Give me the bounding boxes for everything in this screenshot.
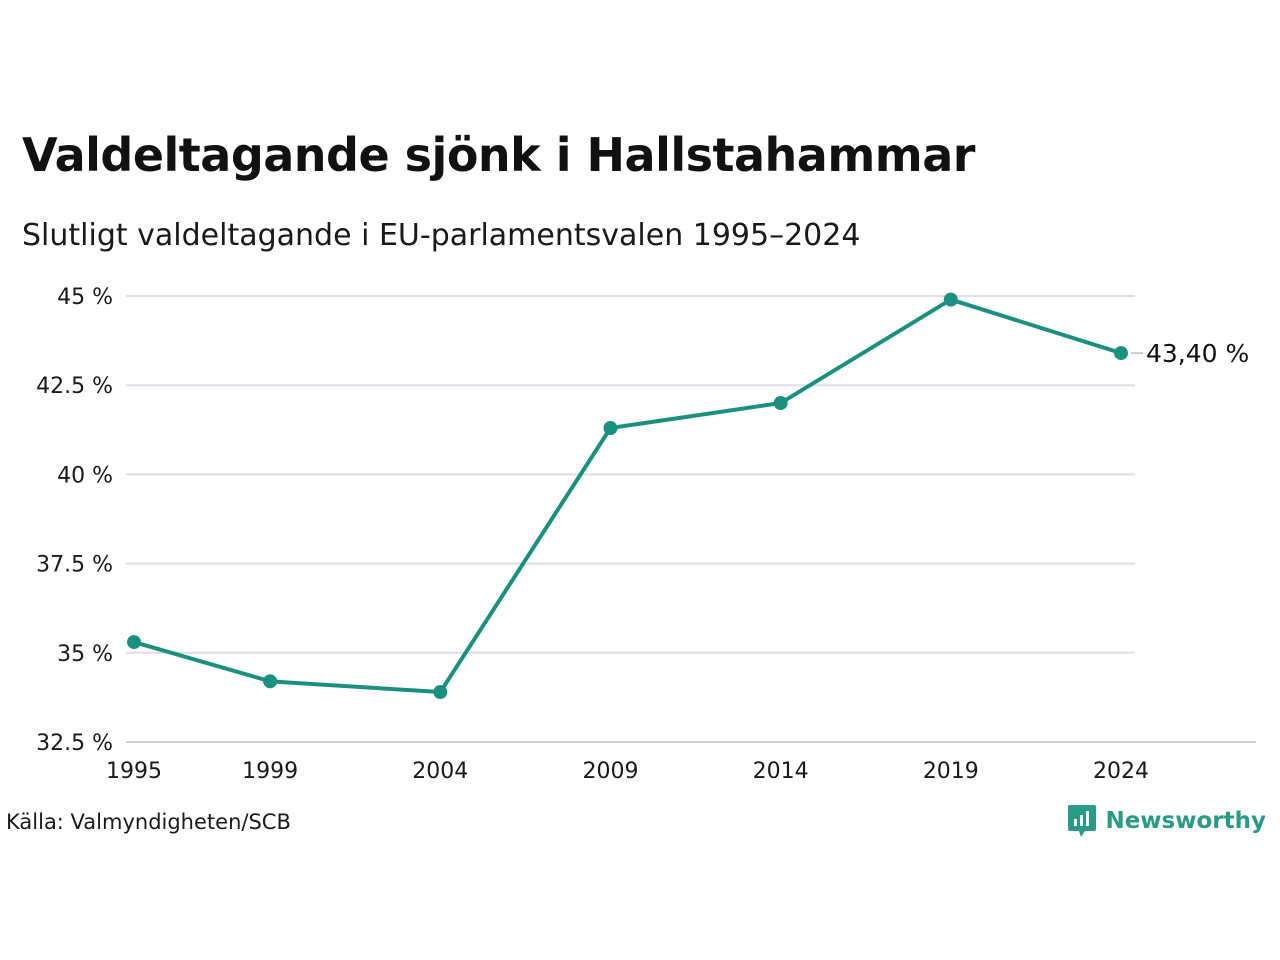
y-tick-label: 45 % [57,285,113,310]
newsworthy-logo-icon [1068,805,1097,837]
line-chart: 32.5 % 35 % 37.5 % 40 % 42.5 % 45 % 1995 1999 2… [36,285,1256,784]
x-axis-ticks: 1995 1999 2004 2009 2014 2019 2024 [106,759,1149,784]
y-tick-label: 40 % [57,463,113,488]
data-point [943,292,958,307]
data-point [1114,346,1128,361]
chart-subtitle: Slutligt valdeltagande i EU-parlamentsva… [22,218,861,253]
data-point [263,674,278,689]
chart-title: Valdeltagande sjönk i Hallstahammar [22,128,975,182]
data-point [127,635,141,650]
data-point [603,421,618,436]
y-axis-ticks: 32.5 % 35 % 37.5 % 40 % 42.5 % 45 % [36,285,113,756]
data-point [773,396,788,411]
x-tick-label: 2024 [1093,759,1149,784]
series-line [132,297,1123,695]
data-point [433,685,448,700]
x-tick-label: 1995 [106,759,162,784]
y-tick-label: 35 % [57,642,113,667]
source-note: Källa: Valmyndigheten/SCB [6,810,291,834]
brand-logo: Newsworthy [1067,803,1266,839]
end-value-label: 43,40 % [1146,339,1249,368]
end-labels: 43,40 % [1131,339,1249,368]
x-tick-label: 2004 [412,759,468,784]
x-tick-label: 2009 [582,759,638,784]
grid-lines [126,295,1256,743]
y-tick-label: 42.5 % [36,374,113,399]
y-tick-label: 32.5 % [36,731,113,756]
x-tick-label: 2014 [753,759,809,784]
series-group [127,292,1128,700]
brand-name: Newsworthy [1105,808,1266,834]
y-tick-label: 37.5 % [36,553,113,578]
x-tick-label: 2019 [923,759,979,784]
x-tick-label: 1999 [242,759,298,784]
